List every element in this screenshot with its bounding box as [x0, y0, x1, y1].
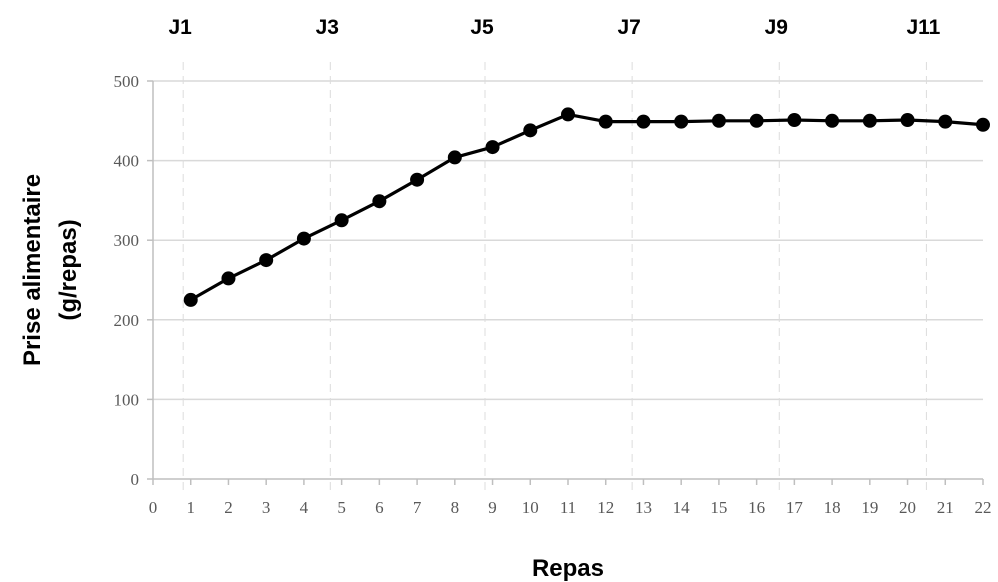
- y-axis-title-line-2: (g/repas): [55, 219, 82, 320]
- day-label: J11: [906, 16, 940, 39]
- data-point: [711, 113, 726, 128]
- day-label: J5: [470, 16, 494, 39]
- data-point: [221, 271, 236, 286]
- data-point: [749, 113, 764, 128]
- axes: [147, 80, 984, 485]
- x-tick-label: 3: [262, 498, 271, 517]
- x-tick-label: 5: [337, 498, 346, 517]
- x-tick-label: 0: [149, 498, 158, 517]
- x-tick-label: 13: [635, 498, 652, 517]
- data-point: [976, 117, 990, 132]
- x-tick-label: 6: [375, 498, 384, 517]
- x-tick-label: 18: [824, 498, 841, 517]
- y-axis-title-line-1: Prise alimentaire: [19, 174, 46, 366]
- data-point: [410, 172, 425, 187]
- day-label: J1: [169, 16, 193, 39]
- day-label: J3: [316, 16, 339, 39]
- y-tick-label: 500: [114, 72, 140, 91]
- data-point: [636, 114, 651, 129]
- data-point: [334, 213, 349, 228]
- data-point: [447, 150, 462, 165]
- day-markers: [182, 62, 927, 496]
- data-point: [561, 107, 575, 122]
- x-tick-label: 7: [413, 498, 422, 517]
- data-point: [523, 123, 538, 138]
- y-tick-label: 300: [114, 231, 140, 250]
- data-point: [938, 114, 953, 129]
- x-tick-label: 21: [937, 498, 954, 517]
- data-point: [372, 194, 387, 209]
- data-point: [825, 113, 840, 128]
- data-point: [862, 113, 877, 128]
- x-tick-label: 12: [597, 498, 614, 517]
- data-point: [485, 140, 500, 155]
- day-label: J9: [765, 16, 788, 39]
- x-tick-label: 11: [560, 498, 576, 517]
- x-tick-label: 19: [861, 498, 878, 517]
- x-tick-label: 2: [224, 498, 233, 517]
- x-tick-label: 4: [300, 498, 309, 517]
- x-tick-label: 16: [748, 498, 765, 517]
- y-tick-label: 200: [114, 311, 140, 330]
- data-point: [900, 113, 915, 128]
- x-tick-label: 20: [899, 498, 916, 517]
- x-tick-label: 17: [786, 498, 804, 517]
- x-tick-label: 8: [451, 498, 460, 517]
- data-point: [183, 292, 198, 307]
- x-tick-label: 9: [488, 498, 497, 517]
- grid-lines: [153, 80, 983, 401]
- data-point: [598, 114, 613, 129]
- x-tick-label: 10: [522, 498, 539, 517]
- y-tick-label: 100: [114, 390, 140, 409]
- x-tick-label: 1: [186, 498, 195, 517]
- y-tick-label: 400: [114, 152, 140, 171]
- y-axis-title: Prise alimentaire (g/repas): [19, 174, 82, 366]
- data-point: [296, 231, 311, 246]
- day-label: J7: [617, 16, 640, 39]
- x-tick-label: 15: [710, 498, 727, 517]
- y-tick-label: 0: [131, 470, 140, 489]
- x-tick-label: 14: [673, 498, 691, 517]
- x-tick-label: 22: [975, 498, 992, 517]
- series-line: [189, 112, 984, 302]
- data-point: [674, 114, 689, 129]
- x-axis-title: Repas: [532, 555, 604, 582]
- data-point: [259, 253, 274, 268]
- data-point: [787, 113, 802, 128]
- series-layer: [183, 107, 990, 307]
